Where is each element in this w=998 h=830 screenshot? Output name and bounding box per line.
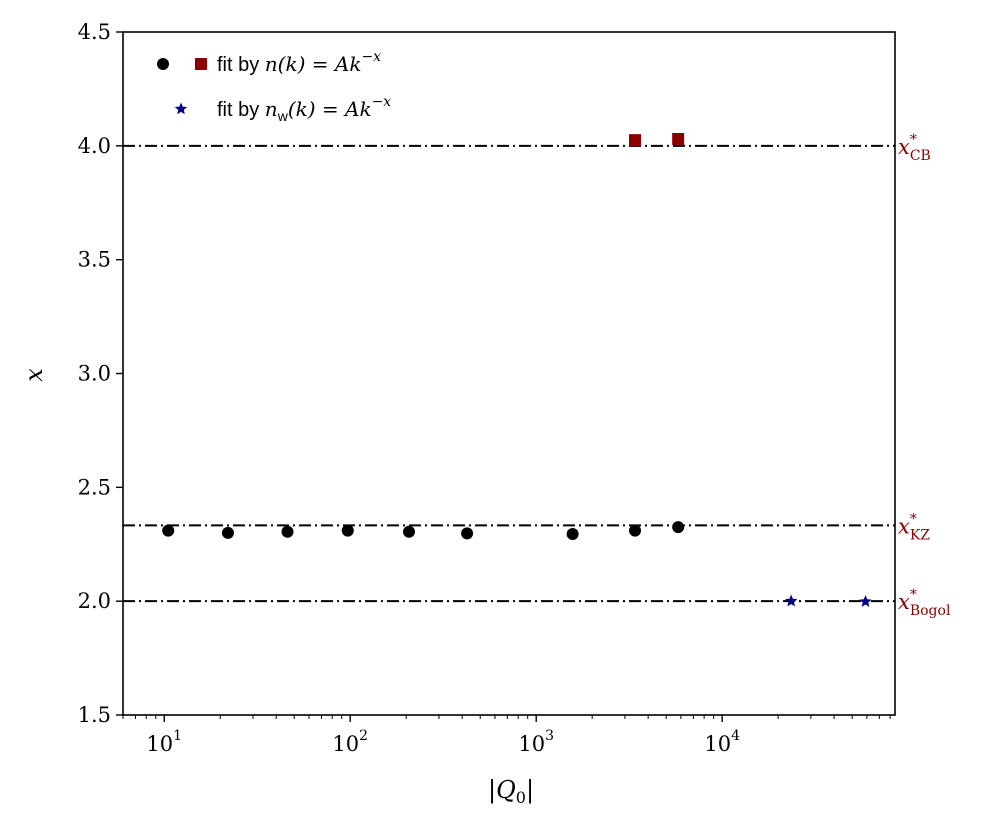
- legend: fit by n(k) = Ak−x fit by nw(k) = Ak−x: [157, 49, 391, 124]
- legend-marker-star: [174, 102, 188, 115]
- data-point-circle: [461, 527, 474, 540]
- data-point-star: [859, 595, 872, 607]
- data-point-circle: [629, 524, 642, 537]
- data-point-square: [672, 133, 685, 146]
- legend-label: fit by nw(k) = Ak−x: [217, 94, 391, 124]
- y-axis-ticks: 1.5 2.0 2.5 3.0 3.5 4.0 4.5: [78, 20, 123, 727]
- data-point-circle: [672, 521, 685, 534]
- y-tick-label: 4.5: [78, 20, 111, 44]
- y-tick-label: 3.5: [78, 248, 111, 272]
- data-point-circle: [341, 524, 354, 537]
- reference-lines: x* CB x* KZ x* Bogol: [123, 132, 951, 619]
- legend-label: fit by n(k) = Ak−x: [217, 49, 381, 76]
- data-point-circle: [221, 526, 234, 539]
- y-tick-label: 2.5: [78, 475, 111, 499]
- y-tick-label: 1.5: [78, 703, 111, 727]
- y-axis-label: x: [20, 368, 48, 382]
- y-tick-label: 4.0: [78, 134, 111, 158]
- x-axis-label: |Q0|: [488, 776, 534, 807]
- data-point-circle: [402, 525, 415, 538]
- reference-label-bogol: x* Bogol: [898, 587, 951, 619]
- x-tick-label: 103: [518, 728, 554, 756]
- reference-label-cb: x* CB: [898, 132, 931, 164]
- y-tick-label: 2.0: [78, 589, 111, 613]
- y-tick-label: 3.0: [78, 362, 111, 386]
- data-point-circle: [162, 524, 175, 537]
- data-point-square: [629, 134, 642, 147]
- data-point-circle: [281, 525, 294, 538]
- x-tick-label: 102: [332, 728, 368, 756]
- reference-label-kz: x* KZ: [898, 511, 930, 543]
- x-tick-label: 101: [146, 728, 182, 756]
- legend-marker-circle: [157, 58, 169, 70]
- x-tick-label: 104: [704, 728, 740, 756]
- legend-marker-square: [195, 58, 207, 70]
- data-point-star: [784, 594, 798, 607]
- x-axis-ticks: 101 102 103 104: [122, 715, 891, 756]
- data-points: [162, 133, 872, 607]
- plot-frame: [122, 31, 896, 716]
- data-point-circle: [566, 528, 579, 541]
- plot-area: [123, 32, 895, 715]
